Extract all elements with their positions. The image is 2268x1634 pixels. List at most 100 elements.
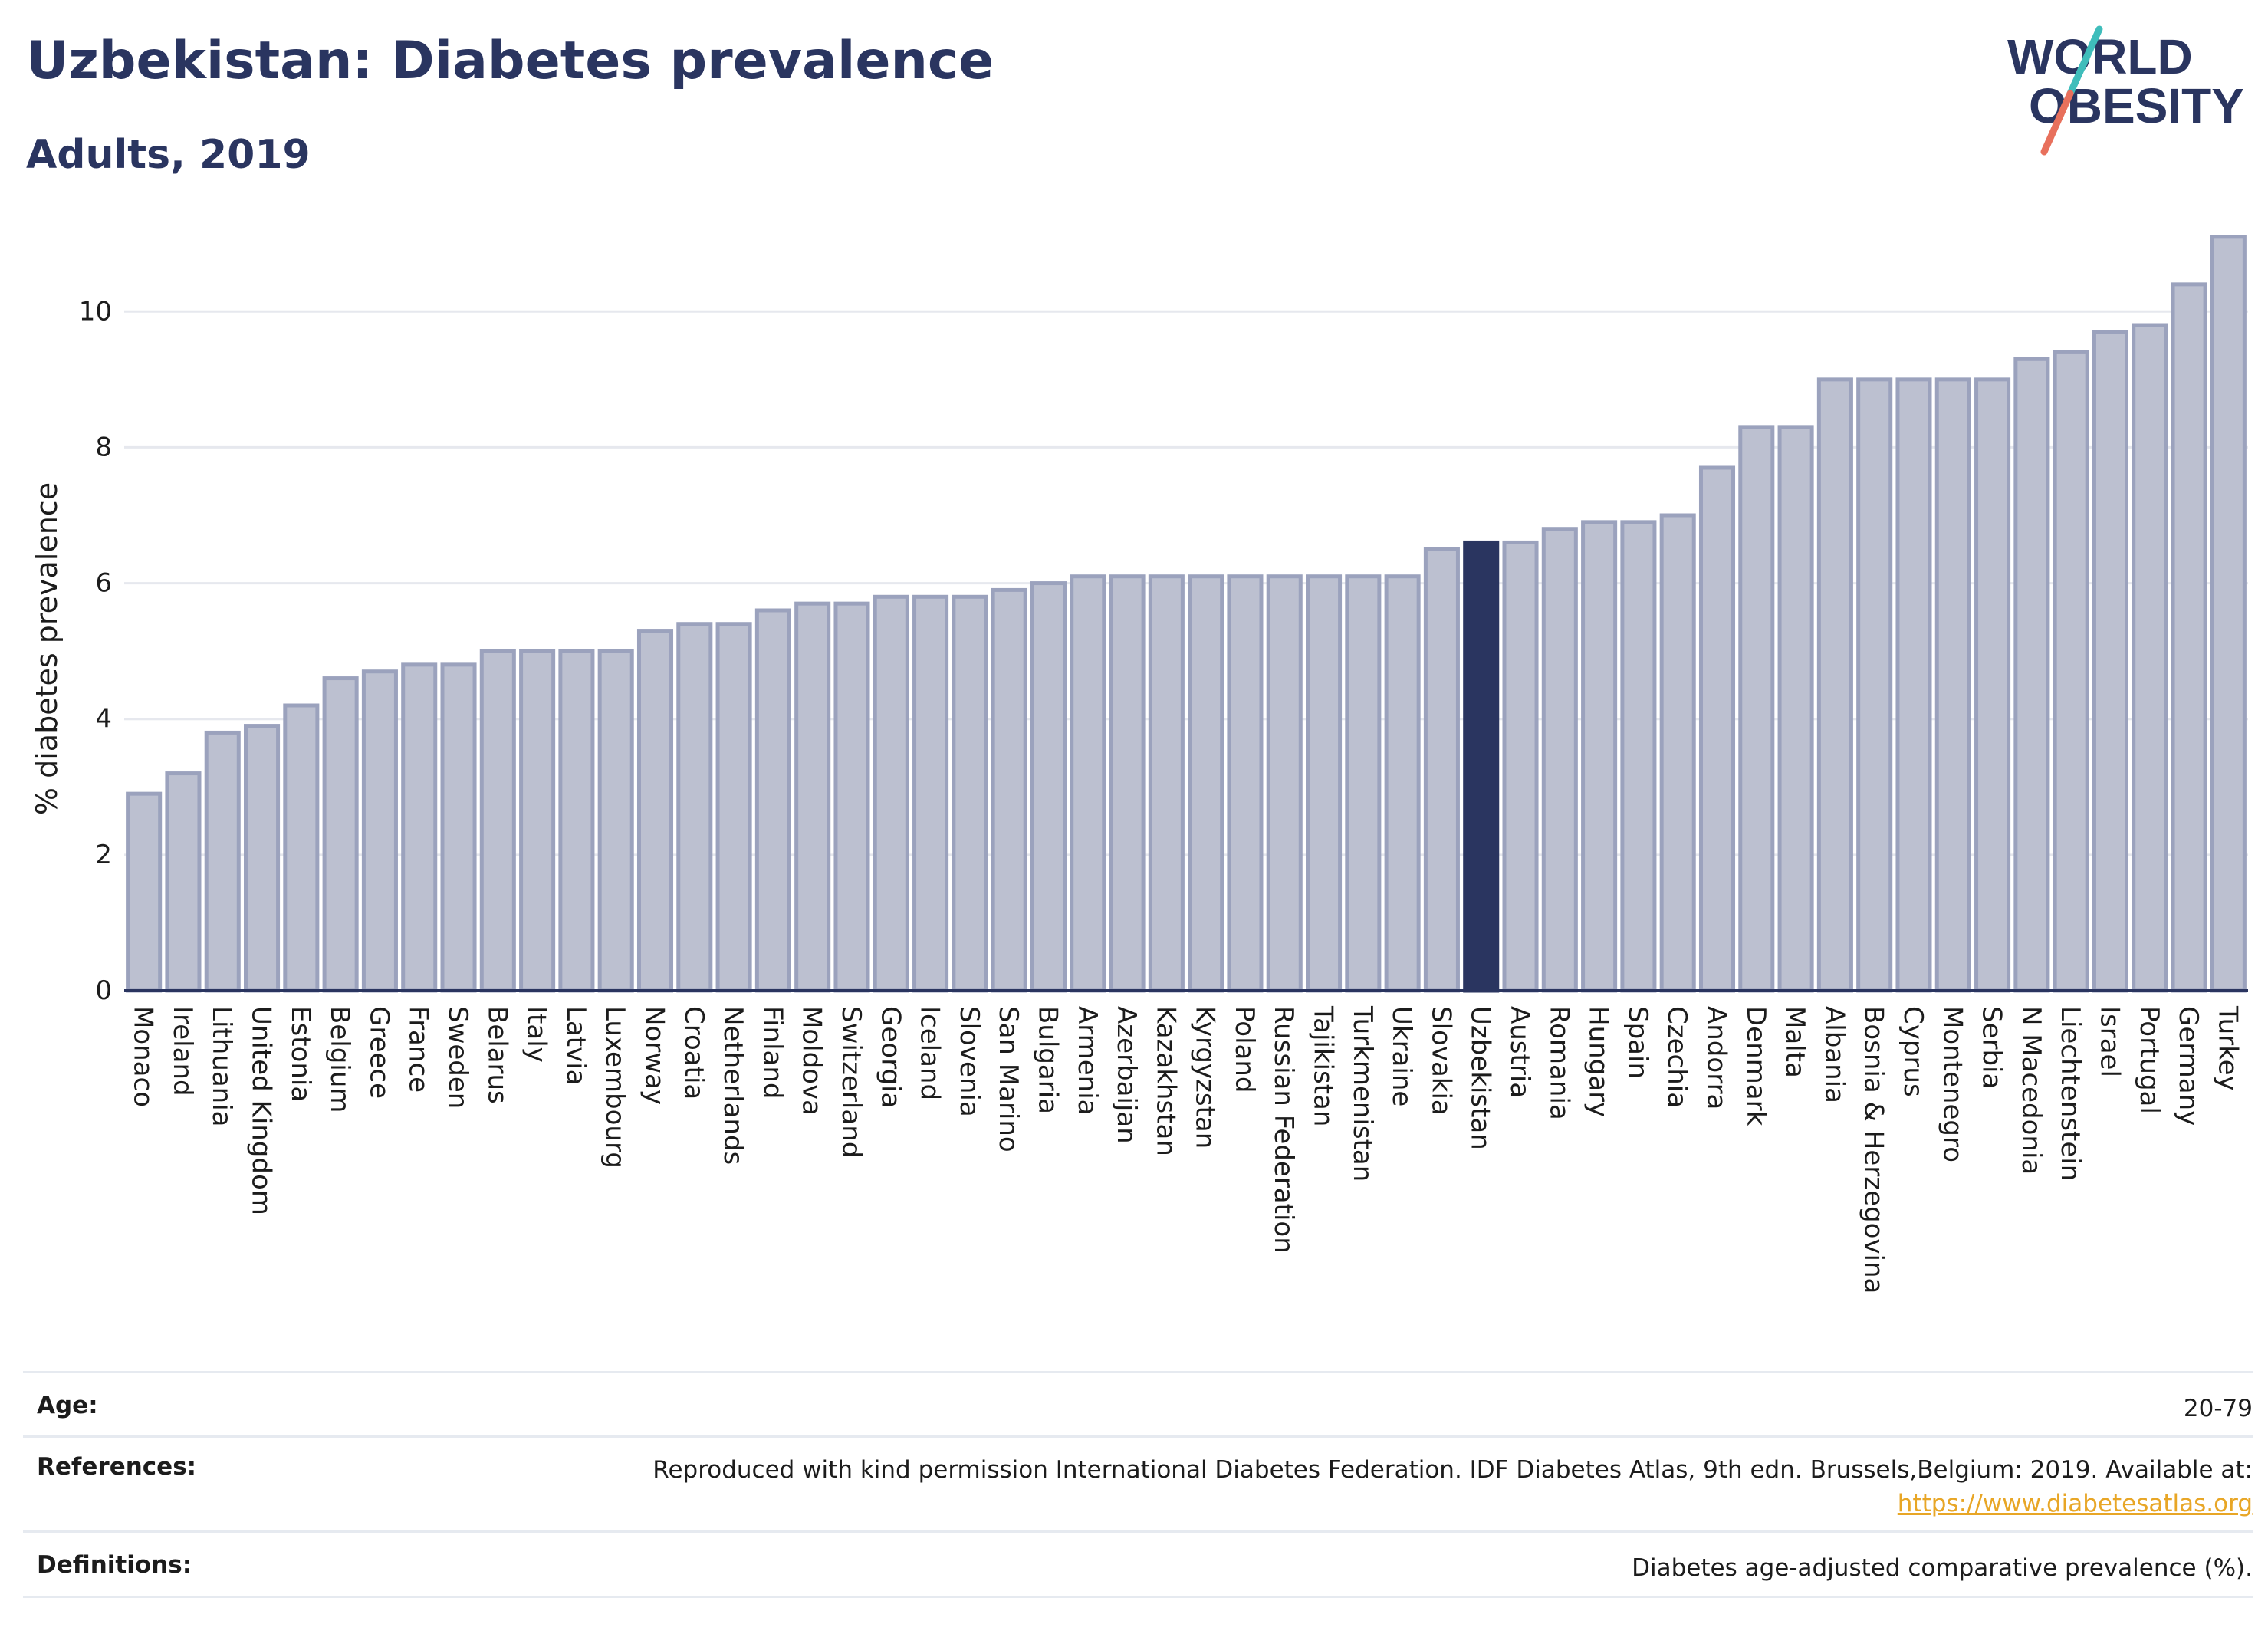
x-tick-label: Armenia [1072,1006,1103,1116]
y-tick-label: 6 [95,568,112,599]
x-tick-label: France [403,1006,434,1093]
x-tick-label: Sweden [442,1006,473,1109]
x-tick-label: Kazakhstan [1150,1006,1181,1156]
bar [322,676,359,993]
bar [2210,235,2247,993]
x-tick-label: Belarus [482,1006,512,1104]
x-tick-label: Iceland [915,1006,945,1100]
bar [1306,574,1343,993]
bar [2092,330,2128,993]
y-tick-label: 4 [95,704,112,735]
x-tick-label: Montenegro [1937,1006,1967,1162]
bar [126,791,163,993]
x-tick-label: Spain [1622,1006,1653,1079]
x-tick-label: Russian Federation [1268,1006,1299,1254]
definitions-label: Definitions: [37,1551,192,1579]
bar [1030,581,1067,993]
x-tick-label: Cyprus [1898,1006,1928,1097]
x-tick-label: Liechtenstein [2055,1006,2086,1181]
bar [2171,282,2207,993]
bar [1109,574,1146,993]
info-row-age: Age: 20-79 [23,1371,2253,1435]
bar [204,730,241,993]
x-tick-label: San Marino [993,1006,1024,1152]
x-tick-label: Croatia [679,1006,709,1100]
x-tick-label: United Kingdom [246,1006,277,1215]
bar [912,594,949,993]
info-row-definitions: Definitions: Diabetes age-adjusted compa… [23,1530,2253,1598]
x-tick-label: Moldova [797,1006,827,1116]
references-link[interactable]: https://www.diabetesatlas.org [1897,1490,2253,1517]
definitions-value: Diabetes age-adjusted comparative preval… [1632,1554,2253,1582]
x-tick-label: Andorra [1701,1006,1732,1110]
x-tick-label: Malta [1780,1006,1810,1078]
x-tick-label: Bulgaria [1032,1006,1063,1114]
bar [2013,357,2050,993]
x-tick-label: Kyrgyzstan [1190,1006,1221,1149]
x-tick-label: Turkey [2212,1005,2243,1091]
x-tick-label: Luxembourg [600,1006,630,1169]
bar [1659,513,1696,993]
x-tick-label: Portugal [2134,1006,2164,1114]
bar [2132,323,2168,993]
bar [244,724,281,993]
bar [794,601,831,993]
bar [1738,425,1775,993]
x-tick-label: Azerbaijan [1111,1006,1142,1144]
x-tick-label: Switzerland [836,1006,866,1158]
x-tick-label: Ukraine [1386,1006,1417,1106]
x-tick-label: Israel [2094,1006,2125,1077]
x-tick-label: Lithuania [206,1006,237,1126]
x-tick-label: Albania [1819,1006,1849,1103]
x-tick-label: Uzbekistan [1465,1006,1496,1150]
bar [833,601,870,993]
bar [1148,574,1185,993]
x-tick-label: Finland [757,1006,787,1100]
bar [1816,377,1853,993]
bar [1698,465,1736,993]
bar [1384,574,1421,993]
x-tick-label: N Macedonia [2016,1006,2046,1175]
bar [1266,574,1303,993]
bar [1620,520,1657,993]
bar [1895,377,1932,993]
y-axis-label: % diabetes prevalence [30,482,64,815]
bar [558,649,595,993]
bar [1541,527,1578,993]
x-tick-label: Slovakia [1425,1006,1456,1116]
x-tick-label: Romania [1543,1006,1574,1120]
bar [1777,425,1814,993]
bar [283,703,320,993]
x-tick-label: Germany [2173,1006,2204,1126]
bar [597,649,634,993]
bar [401,662,438,993]
bar [2053,350,2089,993]
x-tick-label: Slovenia [954,1006,984,1117]
bar [991,587,1027,993]
bar [1345,574,1382,993]
bar [519,649,556,993]
x-tick-label: Greece [363,1006,394,1099]
info-table: Age: 20-79 References: Reproduced with k… [23,1371,2253,1598]
x-tick-label: Latvia [560,1006,591,1086]
x-tick-label: Poland [1229,1006,1260,1093]
bar [1227,574,1264,993]
bar [165,771,202,993]
logo-slash-coral [2040,90,2074,156]
bar [1188,574,1224,993]
bar-chart: 0 2 4 6 8 10 % diabetes prevalence Monaco Irelan… [30,235,2248,1294]
bar [361,669,398,993]
bar [479,649,516,993]
x-tick-label: Serbia [1977,1006,2007,1089]
bar [952,594,988,993]
x-tick-label: Norway [639,1006,670,1105]
x-tick-label: Hungary [1583,1006,1614,1117]
bar [1856,377,1893,993]
references-text: Reproduced with kind permission Internat… [652,1456,2253,1484]
bar [676,622,713,993]
x-tick-label: Bosnia & Herzegovina [1859,1006,1889,1294]
bar [715,622,752,993]
logo-word-world: WORLD [2007,29,2193,84]
x-tick-label: Ireland [167,1006,198,1096]
bar [636,629,674,993]
